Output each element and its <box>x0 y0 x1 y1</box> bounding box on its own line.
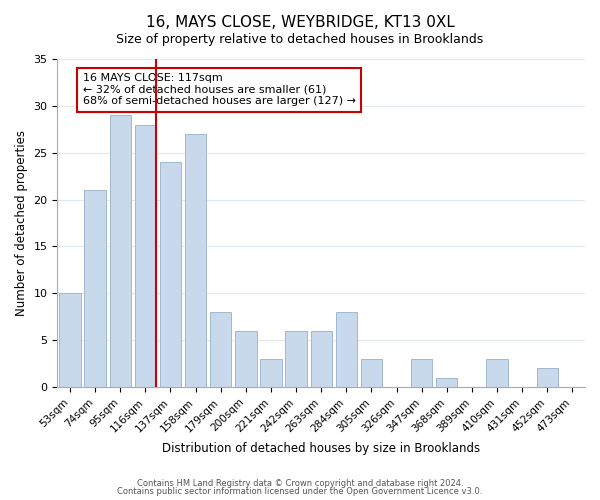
Bar <box>335 312 357 387</box>
Y-axis label: Number of detached properties: Number of detached properties <box>15 130 28 316</box>
Text: Contains HM Land Registry data © Crown copyright and database right 2024.: Contains HM Land Registry data © Crown c… <box>137 478 463 488</box>
Bar <box>85 190 106 387</box>
Bar <box>160 162 181 387</box>
Text: Size of property relative to detached houses in Brooklands: Size of property relative to detached ho… <box>116 32 484 46</box>
Text: 16 MAYS CLOSE: 117sqm
← 32% of detached houses are smaller (61)
68% of semi-deta: 16 MAYS CLOSE: 117sqm ← 32% of detached … <box>83 73 356 106</box>
Bar <box>210 312 232 387</box>
Text: Contains public sector information licensed under the Open Government Licence v3: Contains public sector information licen… <box>118 487 482 496</box>
Bar <box>235 331 257 387</box>
Bar <box>311 331 332 387</box>
Text: 16, MAYS CLOSE, WEYBRIDGE, KT13 0XL: 16, MAYS CLOSE, WEYBRIDGE, KT13 0XL <box>146 15 454 30</box>
Bar <box>411 359 433 387</box>
Bar <box>286 331 307 387</box>
Bar <box>260 359 281 387</box>
Bar <box>487 359 508 387</box>
Bar <box>110 115 131 387</box>
Bar <box>536 368 558 387</box>
Bar <box>436 378 457 387</box>
Bar <box>361 359 382 387</box>
X-axis label: Distribution of detached houses by size in Brooklands: Distribution of detached houses by size … <box>162 442 480 455</box>
Bar <box>59 294 80 387</box>
Bar <box>134 124 156 387</box>
Bar <box>185 134 206 387</box>
